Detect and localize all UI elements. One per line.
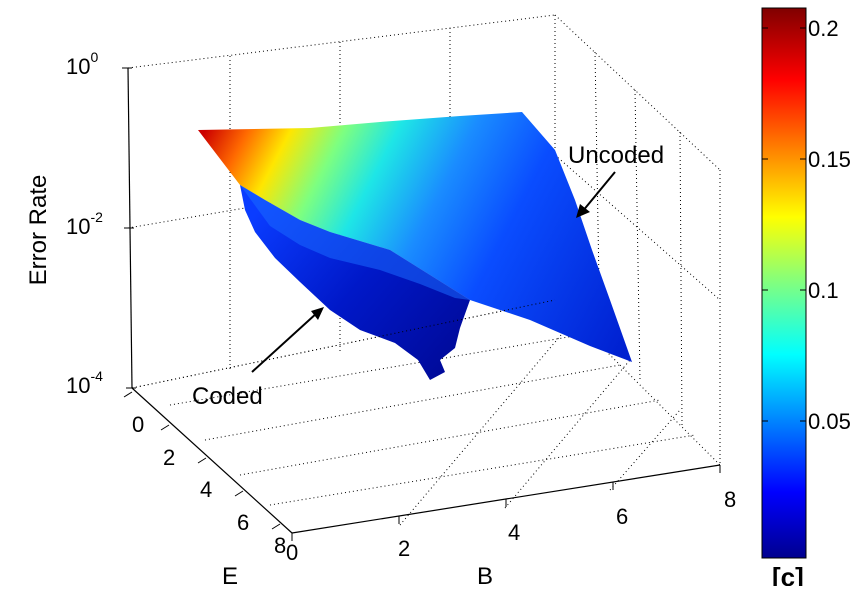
e-tick-label-3: 6 [237,510,249,535]
colorbar-gradient [761,7,807,559]
e-tick-label-0: 0 [132,412,144,437]
b-tick-labels: 0 2 4 6 8 [286,487,736,565]
b-axis-ticks [291,465,721,541]
colorbar: 0.2 0.15 0.1 0.05 [761,7,851,559]
b-tick-label-3: 6 [616,504,628,529]
e-tick-label-4: 8 [274,533,286,558]
e-tick-labels: 0 2 4 6 8 [132,412,286,558]
corner-mark: [c] [772,562,804,586]
e-axis-label: E [222,563,238,586]
colorbar-tick-0: 0.2 [808,16,839,41]
uncoded-surface [198,112,632,362]
e-tick-label-1: 2 [163,445,175,470]
b-tick-label-1: 2 [398,536,410,561]
annotation-uncoded-arrow [581,171,616,213]
annotation-uncoded: Uncoded [568,142,664,169]
e-axis-line [131,387,293,534]
colorbar-tick-3: 0.05 [808,409,851,434]
annotation-coded-arrow [251,311,319,373]
z-axis: 100 10-2 10-4 Error Rate [25,49,136,398]
e-tick-label-2: 4 [200,477,212,502]
e-axis-ticks [123,391,281,530]
colorbar-tick-1: 0.15 [808,147,851,172]
e-axis-back [131,299,556,389]
z-tick-label-0: 100 [66,49,98,79]
coded-ridge-highlight [240,185,470,300]
b-tick-label-0: 0 [286,540,298,565]
b-axis-label: B [477,563,493,586]
annotation-coded-arrowhead [311,307,324,320]
z-axis-label: Error Rate [25,175,52,286]
surface-plot [198,112,632,380]
annotation-coded: Coded [192,383,263,410]
z-tick-label-2: 10-4 [66,368,103,398]
b-tick-label-2: 4 [508,520,520,545]
z-tick-label-1: 10-2 [66,209,103,239]
annotations: Uncoded Coded [192,142,664,410]
colorbar-tick-2: 0.1 [808,278,839,303]
b-tick-label-4: 8 [724,487,736,512]
annotation-uncoded-arrowhead [576,204,590,218]
